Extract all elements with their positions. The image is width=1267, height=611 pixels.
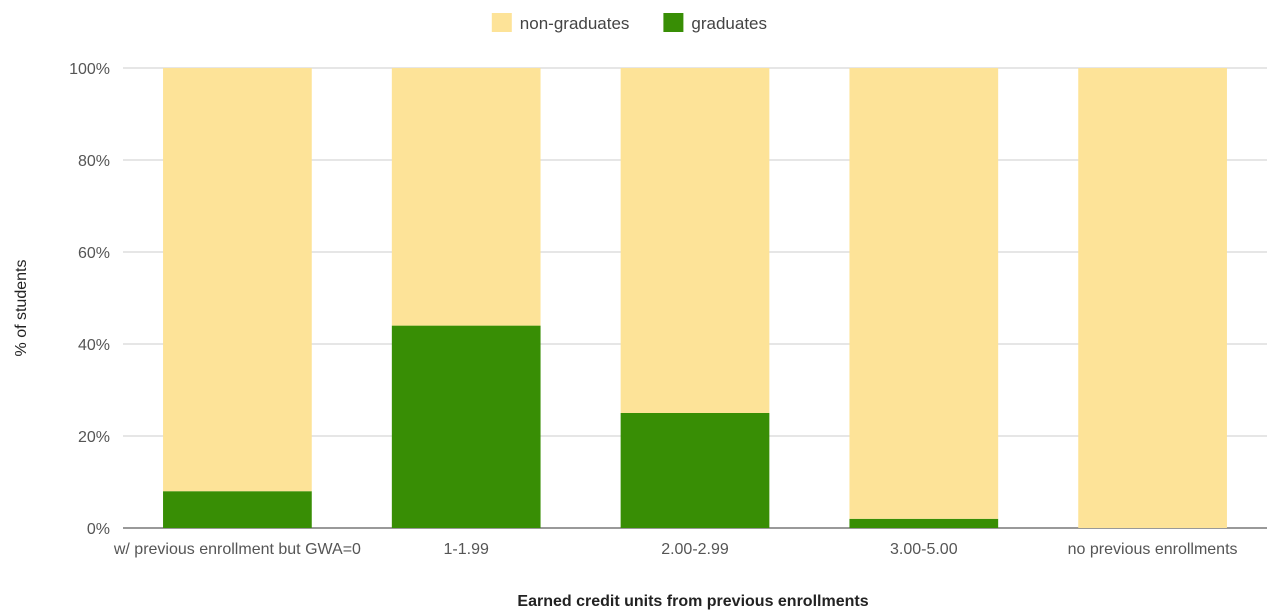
- legend-swatch-non-graduates: [491, 13, 512, 32]
- y-tick-label: 0%: [87, 521, 110, 538]
- bar-non-graduates: [391, 68, 541, 326]
- x-axis-ticks: w/ previous enrollment but GWA=0 1-1.99 2.…: [113, 541, 1238, 558]
- bar-graduates: [391, 325, 541, 528]
- legend-label-non-graduates: non-graduates: [520, 14, 630, 33]
- bar-graduates: [620, 413, 770, 528]
- legend-label-graduates: graduates: [691, 14, 767, 33]
- bar-non-graduates: [849, 68, 999, 519]
- bar-graduates: [163, 491, 312, 528]
- bar-non-graduates: [163, 68, 312, 492]
- y-tick-label: 20%: [78, 429, 110, 446]
- x-tick-label: 3.00-5.00: [890, 541, 958, 558]
- legend: non-graduates graduates: [491, 13, 767, 33]
- y-axis-ticks: 0% 20% 40% 60% 80% 100%: [69, 61, 110, 538]
- bars: [163, 68, 1227, 528]
- bar-graduates: [849, 518, 999, 528]
- y-tick-label: 40%: [78, 337, 110, 354]
- x-tick-label: 2.00-2.99: [661, 541, 729, 558]
- x-tick-label: w/ previous enrollment but GWA=0: [113, 541, 361, 558]
- x-axis-title: Earned credit units from previous enroll…: [517, 593, 868, 610]
- y-tick-label: 80%: [78, 153, 110, 170]
- bar-non-graduates: [1078, 68, 1227, 528]
- y-axis-title: % of students: [13, 260, 30, 357]
- bar-non-graduates: [620, 68, 770, 413]
- y-tick-label: 100%: [69, 61, 110, 78]
- x-tick-label: 1-1.99: [444, 541, 489, 558]
- y-tick-label: 60%: [78, 245, 110, 262]
- legend-swatch-graduates: [663, 13, 684, 32]
- x-tick-label: no previous enrollments: [1068, 541, 1238, 558]
